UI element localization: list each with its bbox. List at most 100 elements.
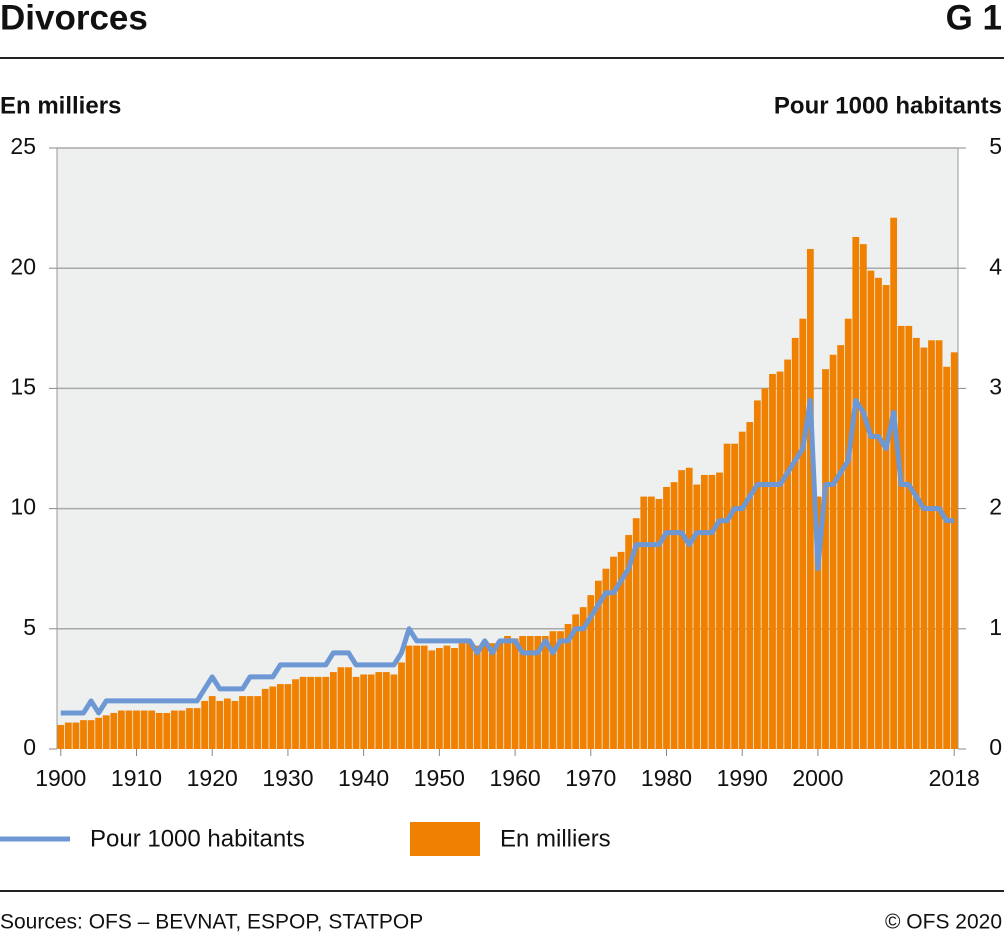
bar	[761, 388, 769, 749]
bar	[814, 496, 822, 749]
bar	[943, 366, 951, 749]
x-tick-label: 1980	[641, 765, 692, 791]
bar	[155, 712, 163, 749]
bar	[148, 710, 156, 749]
bar	[193, 708, 201, 749]
bar	[110, 712, 118, 749]
bar	[594, 580, 602, 749]
bar	[867, 270, 875, 749]
bar	[602, 568, 610, 749]
bar	[685, 467, 693, 749]
y-axis-label: En milliers	[0, 92, 121, 119]
bar	[519, 636, 527, 749]
x-tick-label: 1900	[35, 765, 86, 791]
bar	[117, 710, 125, 749]
bar	[541, 636, 549, 749]
bar	[375, 672, 383, 749]
line	[60, 397, 955, 716]
bar	[307, 676, 315, 749]
legend-label: Pour 1000 habitants	[90, 825, 305, 852]
bar	[223, 698, 231, 749]
bar	[413, 645, 421, 749]
y-tick-label: 15	[10, 373, 36, 399]
bar	[746, 422, 754, 749]
bar	[170, 710, 178, 749]
bar	[534, 636, 542, 749]
bar	[655, 498, 663, 749]
bar	[928, 340, 935, 749]
bar	[693, 484, 701, 749]
chart-id: G 1	[946, 0, 1002, 37]
bar	[663, 486, 670, 749]
x-tick-label: 2018	[929, 765, 980, 791]
bar	[753, 400, 761, 749]
y2-axis-label: Pour 1000 habitants	[774, 92, 1002, 119]
source: Sources: OFS – BEVNAT, ESPOP, STATPOP	[0, 911, 423, 934]
x-tick-label: 1940	[338, 765, 389, 791]
bar	[852, 236, 860, 749]
bar	[420, 645, 428, 749]
bar	[837, 345, 845, 749]
y-tick-label: 20	[10, 253, 36, 279]
y-tick-label: 25	[10, 133, 36, 159]
x-tick-label: 1930	[262, 765, 313, 791]
bar	[610, 556, 617, 749]
bar	[511, 638, 519, 749]
bar	[738, 431, 746, 749]
bar	[859, 244, 867, 749]
bar	[405, 645, 413, 749]
bar	[87, 720, 95, 749]
bar	[769, 373, 776, 749]
bar	[488, 643, 496, 749]
bar	[678, 470, 686, 749]
bar	[443, 645, 451, 749]
bar	[125, 710, 133, 749]
bar	[261, 688, 269, 749]
bar	[844, 318, 852, 749]
bar	[640, 496, 648, 749]
bar	[216, 700, 224, 749]
bar	[579, 607, 587, 749]
x-tick-label: 1910	[111, 765, 162, 791]
x-tick-label: 1920	[187, 765, 238, 791]
bar	[292, 679, 299, 749]
legend-swatch	[410, 822, 480, 856]
bar	[186, 708, 193, 749]
bar	[799, 318, 807, 749]
x-tick-label: 1990	[717, 765, 768, 791]
bar	[57, 724, 65, 749]
bar	[276, 684, 284, 749]
bar	[329, 672, 337, 749]
x-tick-label: 1960	[489, 765, 540, 791]
bar	[398, 662, 405, 749]
bar	[367, 674, 375, 749]
bar	[890, 217, 898, 749]
chart-title: Divorces	[0, 0, 148, 37]
bar	[784, 359, 792, 749]
bar	[435, 648, 443, 749]
y2-tick-label: 3	[989, 373, 1002, 399]
bar	[163, 712, 171, 749]
bar	[723, 443, 731, 749]
y-tick-label: 5	[23, 614, 36, 640]
bar	[791, 337, 799, 749]
bar	[239, 696, 246, 749]
bar	[700, 474, 708, 749]
bar	[504, 636, 511, 749]
y2-tick-label: 1	[989, 614, 1002, 640]
bar	[716, 472, 723, 749]
bar	[882, 285, 890, 749]
bar	[806, 248, 814, 749]
bar	[670, 482, 678, 749]
bar	[360, 674, 368, 749]
bar	[451, 648, 458, 749]
bar	[269, 686, 277, 749]
bar	[632, 518, 640, 749]
bar	[246, 696, 254, 749]
y-tick-label: 10	[10, 494, 36, 520]
bar	[458, 643, 466, 749]
x-tick-label: 1970	[565, 765, 616, 791]
bar	[897, 325, 905, 749]
bar	[390, 674, 398, 749]
